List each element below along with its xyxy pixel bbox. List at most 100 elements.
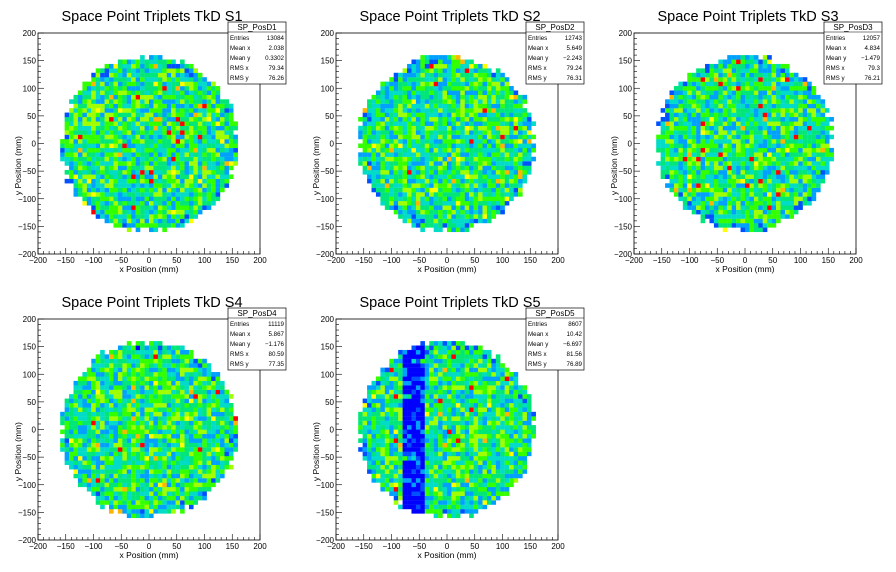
heatmap-cell [144, 108, 150, 113]
heatmap-cell [727, 196, 732, 202]
heatmap-cell [69, 99, 74, 104]
heatmap-cell [77, 385, 83, 390]
heatmap-cell [135, 86, 141, 91]
heatmap-cell [157, 187, 163, 193]
heatmap-cell [122, 68, 127, 73]
heatmap-cell [384, 108, 390, 113]
heatmap-cell [424, 152, 430, 157]
heatmap-cell [140, 389, 145, 395]
heatmap-cell [491, 72, 496, 78]
heatmap-cell [473, 152, 479, 157]
heatmap-cell [713, 209, 719, 215]
heatmap-cell [438, 81, 443, 87]
heatmap-cell [753, 143, 759, 149]
heatmap-cell [384, 90, 390, 96]
heatmap-cell [171, 482, 176, 488]
heatmap-cell [678, 196, 683, 202]
heatmap-cell [126, 192, 132, 197]
heatmap-cell [504, 112, 510, 118]
heatmap-cell [722, 187, 728, 193]
heatmap-cell [215, 156, 221, 162]
heatmap-cell [184, 170, 190, 175]
heatmap-cell [807, 94, 812, 100]
heatmap-cell [162, 143, 167, 149]
heatmap-cell [144, 72, 150, 78]
heatmap-cell [91, 174, 96, 180]
heatmap-cell [767, 223, 772, 228]
heatmap-cell [100, 130, 105, 135]
heatmap-cell [220, 170, 225, 175]
x-tick-label: −200 [625, 256, 644, 265]
heatmap-cell [731, 196, 737, 202]
heatmap-cell [69, 165, 74, 171]
heatmap-cell [722, 125, 728, 131]
heatmap-cell [478, 161, 483, 166]
heatmap-cell [758, 143, 763, 149]
heatmap-cell [131, 63, 136, 69]
heatmap-cell [197, 81, 203, 87]
heatmap-cell [478, 183, 483, 188]
heatmap-cell [469, 187, 474, 193]
heatmap-cell [140, 407, 145, 412]
heatmap-cell [495, 103, 501, 109]
heatmap-cell [224, 165, 230, 171]
heatmap-cell [166, 223, 172, 228]
heatmap-cell [807, 116, 812, 122]
heatmap-cell [438, 134, 443, 140]
y-tick-label: −100 [614, 195, 633, 204]
heatmap-cell [731, 125, 737, 131]
heatmap-cell [424, 121, 430, 126]
heatmap-cell [433, 116, 439, 122]
heatmap-cell [171, 156, 176, 162]
heatmap-cell [767, 200, 772, 206]
heatmap-cell [166, 218, 172, 224]
heatmap-cell [687, 147, 692, 153]
heatmap-cell [104, 500, 110, 505]
heatmap-cell [82, 90, 87, 96]
heatmap-cell [682, 112, 688, 118]
heatmap-cell [673, 170, 679, 175]
heatmap-cell [144, 192, 150, 197]
heatmap-cell [122, 170, 127, 175]
heatmap-cell [91, 478, 96, 483]
heatmap-cell [371, 94, 377, 100]
heatmap-cell [153, 134, 159, 140]
heatmap-cell [367, 121, 372, 126]
heatmap-cell [135, 99, 141, 104]
heatmap-cell [149, 513, 154, 519]
heatmap-cell [82, 156, 87, 162]
heatmap-cell [495, 99, 501, 104]
heatmap-cell [451, 156, 457, 162]
heatmap-cell [407, 200, 412, 206]
heatmap-cell [211, 196, 216, 202]
heatmap-cell [451, 174, 457, 180]
heatmap-cell [402, 94, 408, 100]
heatmap-cell [820, 156, 826, 162]
heatmap-cell [504, 134, 510, 140]
heatmap-cell [705, 196, 710, 202]
heatmap-cell [117, 385, 123, 390]
heatmap-cell [660, 147, 666, 153]
heatmap-cell [513, 161, 519, 166]
heatmap-cell [86, 456, 92, 461]
heatmap-cell [140, 442, 145, 448]
heatmap-cell [131, 72, 136, 78]
heatmap-cell [371, 99, 377, 104]
heatmap-cell [77, 178, 83, 184]
heatmap-cell [95, 183, 101, 188]
heatmap-cell [820, 99, 826, 104]
heatmap-cell [767, 192, 772, 197]
heatmap-cell [705, 99, 710, 104]
heatmap-cell [442, 161, 448, 166]
heatmap-cell [202, 205, 207, 210]
heatmap-cell [95, 389, 101, 395]
heatmap-cell [171, 429, 176, 435]
heatmap-cell [380, 147, 385, 153]
heatmap-cell [789, 205, 794, 210]
heatmap-cell [135, 372, 141, 377]
heatmap-cell [144, 165, 150, 171]
heatmap-cell [500, 125, 505, 131]
heatmap-cell [69, 398, 74, 404]
heatmap-cell [104, 90, 110, 96]
heatmap-cell [109, 68, 114, 73]
